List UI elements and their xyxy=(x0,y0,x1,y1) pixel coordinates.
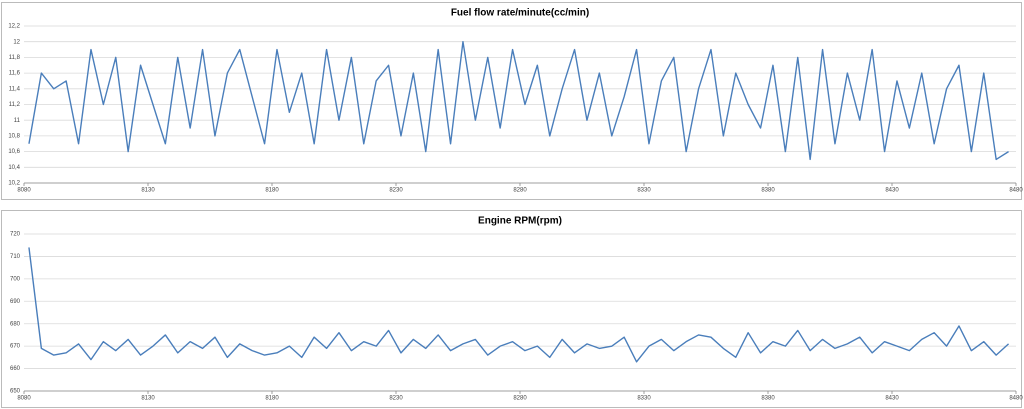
y-tick-label: 11,2 xyxy=(9,102,21,108)
y-tick-label: 690 xyxy=(10,299,21,305)
y-tick-label: 10,8 xyxy=(8,133,20,139)
y-tick-label: 10,2 xyxy=(8,181,20,187)
x-tick-label: 8230 xyxy=(389,188,403,194)
y-tick-label: 12,2 xyxy=(8,24,20,30)
y-tick-label: 680 xyxy=(10,321,21,327)
y-tick-label: 710 xyxy=(10,254,21,260)
x-tick-label: 8130 xyxy=(141,188,155,194)
x-tick-label: 8330 xyxy=(637,396,651,402)
y-tick-label: 12 xyxy=(13,39,20,45)
x-tick-label: 8280 xyxy=(513,396,527,402)
x-tick-label: 8480 xyxy=(1009,396,1023,402)
x-tick-label: 8430 xyxy=(885,188,899,194)
y-tick-label: 650 xyxy=(10,389,21,395)
chart-title: Fuel flow rate/minute(cc/min) xyxy=(451,8,589,19)
x-tick-label: 8180 xyxy=(265,188,279,194)
chart-frame xyxy=(1,210,1022,408)
x-tick-label: 8430 xyxy=(885,396,899,402)
y-tick-label: 670 xyxy=(10,344,21,350)
x-tick-label: 8130 xyxy=(141,396,155,402)
y-tick-label: 10,4 xyxy=(8,165,20,171)
y-tick-label: 11,4 xyxy=(9,86,21,92)
y-tick-label: 11 xyxy=(14,118,21,124)
x-tick-label: 8280 xyxy=(513,188,527,194)
y-tick-label: 10,6 xyxy=(8,149,20,155)
y-tick-label: 11,8 xyxy=(9,55,21,61)
x-tick-label: 8080 xyxy=(17,396,31,402)
y-tick-label: 700 xyxy=(10,276,21,282)
x-tick-label: 8230 xyxy=(389,396,403,402)
data-line xyxy=(28,41,1009,161)
chart-title: Engine RPM(rpm) xyxy=(478,216,562,227)
data-line xyxy=(28,247,1010,363)
chart-frame xyxy=(1,2,1022,200)
x-tick-label: 8180 xyxy=(265,396,279,402)
y-tick-label: 11,6 xyxy=(9,71,21,77)
x-tick-label: 8480 xyxy=(1009,188,1023,194)
y-tick-label: 660 xyxy=(10,366,21,372)
x-tick-label: 8330 xyxy=(637,188,651,194)
x-tick-label: 8380 xyxy=(761,188,775,194)
y-tick-label: 720 xyxy=(10,232,21,238)
x-tick-label: 8380 xyxy=(761,396,775,402)
x-tick-label: 8080 xyxy=(17,188,31,194)
